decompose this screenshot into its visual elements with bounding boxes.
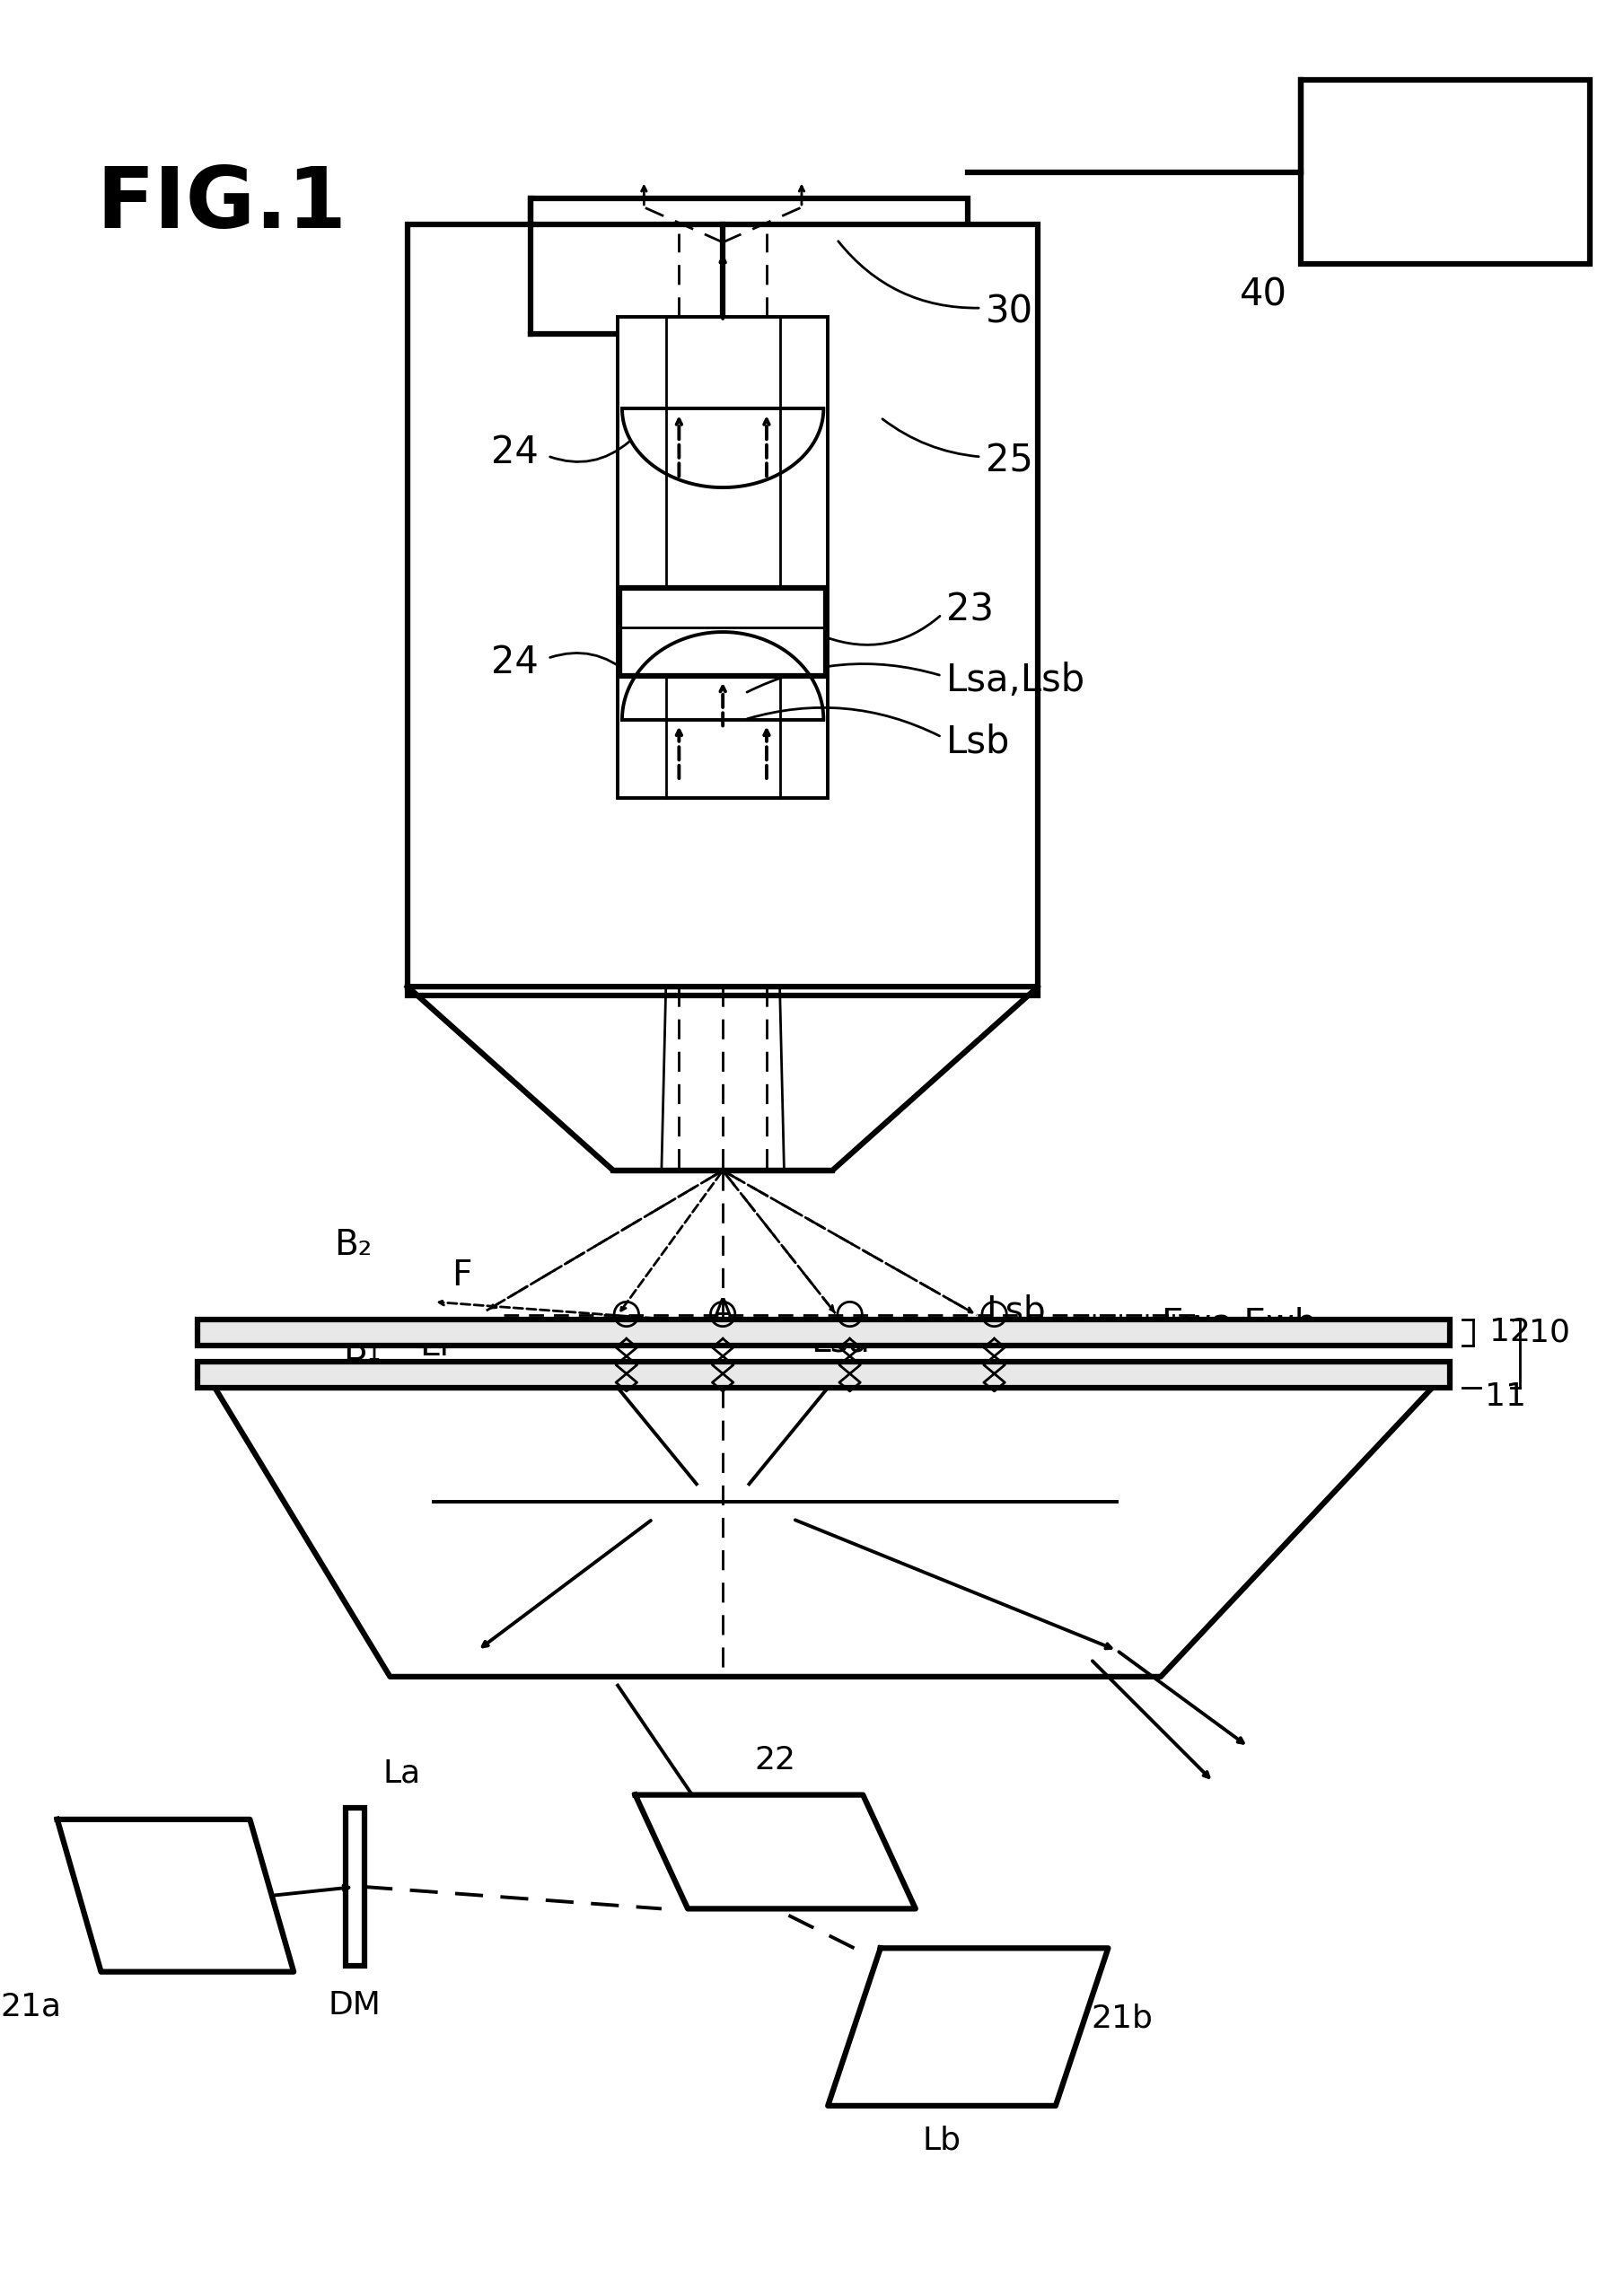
Text: 24: 24 bbox=[492, 434, 539, 470]
Bar bbox=[619, 588, 827, 677]
Text: FIG.1: FIG.1 bbox=[97, 164, 348, 245]
Bar bbox=[529, 198, 968, 334]
Bar bbox=[198, 1319, 1450, 1347]
Text: Lb: Lb bbox=[922, 2126, 961, 2155]
Text: Ewa,Ewb: Ewa,Ewb bbox=[1161, 1306, 1317, 1340]
Text: F: F bbox=[451, 1258, 471, 1292]
Text: 21a: 21a bbox=[0, 1992, 62, 2021]
Text: 11: 11 bbox=[1484, 1381, 1527, 1413]
Text: 24: 24 bbox=[492, 643, 539, 681]
Text: Lsb: Lsb bbox=[986, 1294, 1046, 1329]
Text: Lsa: Lsa bbox=[810, 1324, 869, 1358]
Bar bbox=[198, 1360, 1450, 1388]
Text: A: A bbox=[711, 1297, 734, 1329]
Text: 12: 12 bbox=[1489, 1317, 1530, 1347]
Text: La: La bbox=[383, 1758, 421, 1787]
Text: Lsb: Lsb bbox=[947, 722, 1010, 761]
Text: Lsa,Lsb: Lsa,Lsb bbox=[947, 661, 1085, 699]
Bar bbox=[346, 1808, 365, 1967]
Text: 23: 23 bbox=[947, 590, 994, 629]
Bar bbox=[408, 225, 1038, 995]
Text: B₂: B₂ bbox=[335, 1229, 372, 1263]
Bar bbox=[617, 316, 828, 799]
Bar bbox=[1301, 79, 1590, 263]
Text: 30: 30 bbox=[986, 293, 1033, 332]
Text: DM: DM bbox=[328, 1989, 382, 2021]
Text: Lf: Lf bbox=[419, 1329, 451, 1363]
Text: 22: 22 bbox=[755, 1744, 796, 1776]
Text: 25: 25 bbox=[986, 443, 1033, 479]
Text: 40: 40 bbox=[1241, 277, 1288, 313]
Text: B₁: B₁ bbox=[343, 1333, 382, 1367]
Text: 21b: 21b bbox=[1091, 2003, 1153, 2033]
Text: 10: 10 bbox=[1528, 1317, 1570, 1347]
